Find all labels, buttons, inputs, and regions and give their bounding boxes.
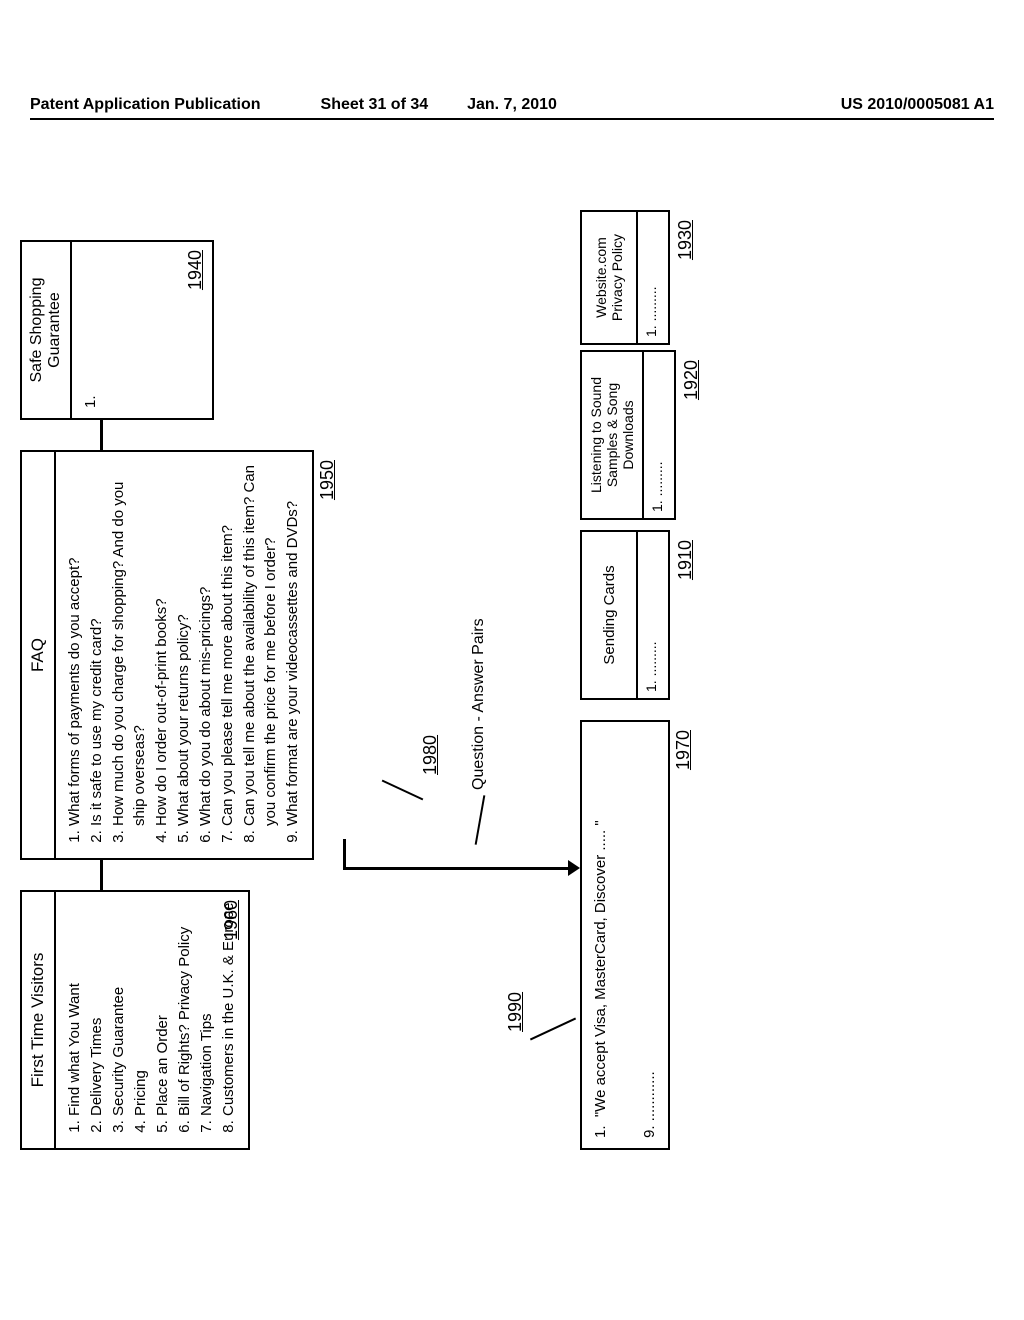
- listen-item1: 1. .........: [648, 358, 668, 512]
- list-item: What forms of payments do you accept?: [64, 462, 85, 826]
- sheet-label: Sheet 31 of 34: [321, 96, 429, 114]
- box-body-faq: What forms of payments do you accept? Is…: [56, 452, 312, 858]
- arrowhead-down: [568, 860, 580, 876]
- list-item: Security Guarantee: [108, 902, 129, 1116]
- list-item: What format are your videocassettes and …: [282, 462, 303, 826]
- qa-label-line: [475, 795, 486, 845]
- list-item: Find what You Want: [64, 902, 85, 1116]
- diagram: Fig. 18B First Time Visitors Find what Y…: [30, 330, 990, 1070]
- pointer-1980: [382, 780, 424, 801]
- list-item: Can you please tell me more about this i…: [217, 462, 238, 826]
- list-item: Place an Order: [152, 902, 173, 1116]
- safe-item1: 1.: [80, 252, 101, 408]
- ref-1950: 1950: [315, 460, 340, 500]
- box-faq: FAQ What forms of payments do you accept…: [20, 450, 314, 860]
- ref-1940: 1940: [183, 250, 208, 290]
- ref-1920: 1920: [681, 360, 702, 400]
- list-item: Bill of Rights? Privacy Policy: [174, 902, 195, 1116]
- sc-body: 1. .........: [638, 532, 668, 698]
- list-item: How do I order out-of-print books?: [151, 462, 172, 826]
- publication-label: Patent Application Publication: [30, 96, 261, 114]
- qa-body: 1. "We accept Visa, MasterCard, Discover…: [582, 722, 668, 1148]
- ref-1930: 1930: [675, 220, 696, 260]
- box-header-faq: FAQ: [22, 452, 56, 858]
- box-header-sc: Sending Cards: [582, 532, 638, 698]
- box-first-time-visitors: First Time Visitors Find what You Want D…: [20, 890, 250, 1150]
- box-body-ftv: Find what You Want Delivery Times Securi…: [56, 892, 248, 1148]
- ref-1970: 1970: [671, 730, 696, 770]
- qa-item9: 9. ............: [639, 732, 660, 1138]
- ref-1960: 1960: [219, 900, 244, 940]
- list-item: Is it safe to use my credit card?: [86, 462, 107, 826]
- box-header-safe: Safe Shopping Guarantee: [22, 242, 72, 418]
- list-item: Delivery Times: [86, 902, 107, 1116]
- box-privacy: Website.com Privacy Policy 1. ......... …: [580, 210, 670, 345]
- box-header-ftv: First Time Visitors: [22, 892, 56, 1148]
- connector-faq-safe: [100, 420, 103, 450]
- priv-body: 1. .........: [638, 212, 668, 343]
- arrow-v1: [343, 868, 575, 871]
- header-rule: [30, 118, 994, 120]
- ref-1980: 1980: [420, 735, 441, 775]
- box-qa-answers: 1. "We accept Visa, MasterCard, Discover…: [580, 720, 670, 1150]
- box-header-priv: Website.com Privacy Policy: [582, 212, 638, 343]
- arrow-h1: [343, 839, 346, 869]
- page-header: Patent Application Publication Jan. 7, 2…: [0, 90, 1024, 120]
- list-item: Navigation Tips: [196, 902, 217, 1116]
- date-label: Jan. 7, 2010: [467, 96, 557, 114]
- box-listening: Listening to Sound Samples & Song Downlo…: [580, 350, 676, 520]
- list-item: How much do you charge for shopping? And…: [108, 462, 150, 826]
- ref-1990: 1990: [505, 992, 526, 1032]
- listen-body: 1. .........: [644, 352, 674, 518]
- box-safe-shopping: Safe Shopping Guarantee 1. 1940: [20, 240, 214, 420]
- qa-pairs-label: Question - Answer Pairs: [470, 618, 488, 790]
- list-item: What do you do about mis-pricings?: [195, 462, 216, 826]
- priv-item1: 1. .........: [642, 218, 662, 337]
- ftv-list: Find what You Want Delivery Times Securi…: [64, 902, 239, 1138]
- ref-1910: 1910: [675, 540, 696, 580]
- box-body-safe: 1. 1940: [72, 242, 212, 418]
- list-item: What about your returns policy?: [173, 462, 194, 826]
- box-sending-cards: Sending Cards 1. ......... 1910: [580, 530, 670, 700]
- qa-item1: 1. "We accept Visa, MasterCard, Discover…: [590, 732, 611, 1138]
- faq-list: What forms of payments do you accept? Is…: [64, 462, 303, 848]
- list-item: Pricing: [130, 902, 151, 1116]
- connector-ftv-faq: [100, 860, 103, 890]
- sc-item1: 1. .........: [642, 538, 662, 692]
- box-header-listen: Listening to Sound Samples & Song Downlo…: [582, 352, 644, 518]
- list-item: Can you tell me about the availability o…: [239, 462, 281, 826]
- pointer-1990: [530, 1018, 576, 1041]
- pub-number: US 2010/0005081 A1: [841, 96, 994, 114]
